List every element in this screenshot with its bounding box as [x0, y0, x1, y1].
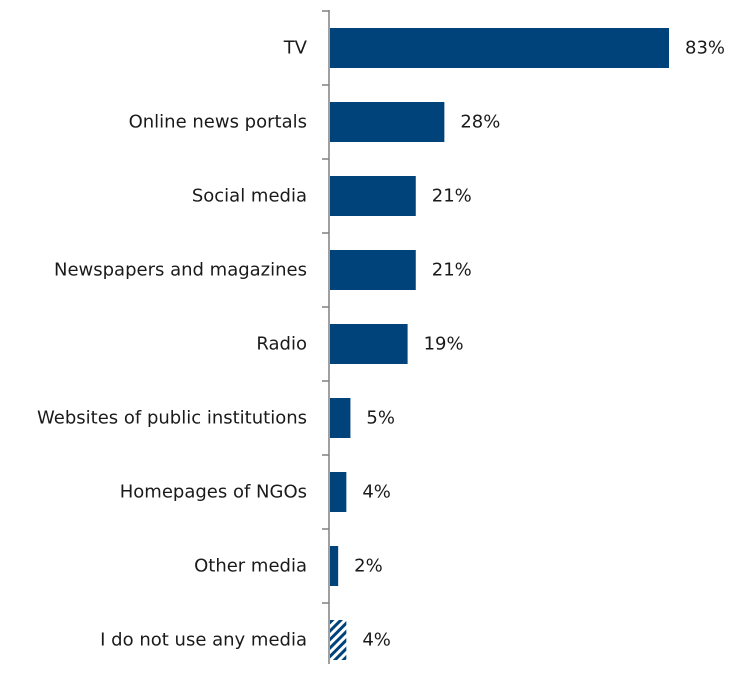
category-label: Newspapers and magazines: [54, 260, 307, 281]
category-label: Social media: [192, 186, 307, 207]
category-axis: [322, 10, 330, 664]
bar-i-do-not-use-any-media: [330, 620, 347, 660]
value-label: 28%: [460, 112, 500, 133]
bar-online-news-portals: [330, 102, 445, 142]
bar-homepages-of-ngos: [330, 472, 347, 512]
value-label: 2%: [354, 556, 383, 577]
bars: [330, 28, 669, 660]
category-label: Other media: [194, 556, 307, 577]
value-label: 4%: [362, 630, 391, 651]
value-label: 4%: [362, 482, 391, 503]
category-label: Websites of public institutions: [37, 408, 307, 429]
category-label: TV: [283, 38, 308, 59]
value-label: 19%: [424, 334, 464, 355]
category-label: Online news portals: [129, 112, 307, 133]
bar-newspapers-and-magazines: [330, 250, 416, 290]
bar-other-media: [330, 546, 339, 586]
labels: TV 83% Online news portals 28% Social media 2…: [37, 38, 725, 651]
bar-tv: [330, 28, 669, 68]
category-label: I do not use any media: [100, 630, 307, 651]
value-label: 21%: [432, 186, 472, 207]
bar-social-media: [330, 176, 416, 216]
value-label: 83%: [685, 38, 725, 59]
bar-websites-of-public-institutions: [330, 398, 351, 438]
category-label: Homepages of NGOs: [120, 482, 307, 503]
bar-radio: [330, 324, 408, 364]
value-label: 5%: [366, 408, 395, 429]
value-label: 21%: [432, 260, 472, 281]
category-label: Radio: [256, 334, 307, 355]
